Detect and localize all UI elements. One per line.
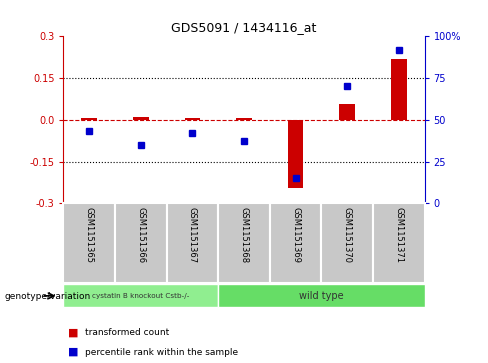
Text: GSM1151367: GSM1151367 <box>188 207 197 264</box>
Bar <box>184 118 200 120</box>
Text: GSM1151371: GSM1151371 <box>394 207 403 263</box>
Text: ■: ■ <box>68 347 79 357</box>
Text: genotype/variation: genotype/variation <box>5 292 91 301</box>
Bar <box>270 203 322 283</box>
Text: GSM1151370: GSM1151370 <box>343 207 352 263</box>
Bar <box>391 58 407 120</box>
Text: transformed count: transformed count <box>85 328 170 337</box>
Text: wild type: wild type <box>299 291 344 301</box>
Text: GSM1151368: GSM1151368 <box>240 207 248 264</box>
Text: GSM1151366: GSM1151366 <box>136 207 145 264</box>
Bar <box>81 118 97 120</box>
Text: cystatin B knockout Cstb-/-: cystatin B knockout Cstb-/- <box>92 293 189 299</box>
Bar <box>63 285 218 307</box>
Bar <box>133 117 148 120</box>
Bar <box>236 118 252 120</box>
Bar <box>63 203 115 283</box>
Title: GDS5091 / 1434116_at: GDS5091 / 1434116_at <box>171 21 317 34</box>
Bar <box>288 120 304 188</box>
Bar <box>218 285 425 307</box>
Bar <box>115 203 166 283</box>
Text: GSM1151369: GSM1151369 <box>291 207 300 263</box>
Bar <box>218 203 270 283</box>
Text: ■: ■ <box>68 327 79 337</box>
Text: percentile rank within the sample: percentile rank within the sample <box>85 348 239 356</box>
Bar <box>322 203 373 283</box>
Bar <box>166 203 218 283</box>
Bar <box>373 203 425 283</box>
Text: GSM1151365: GSM1151365 <box>85 207 94 263</box>
Bar <box>340 105 355 120</box>
